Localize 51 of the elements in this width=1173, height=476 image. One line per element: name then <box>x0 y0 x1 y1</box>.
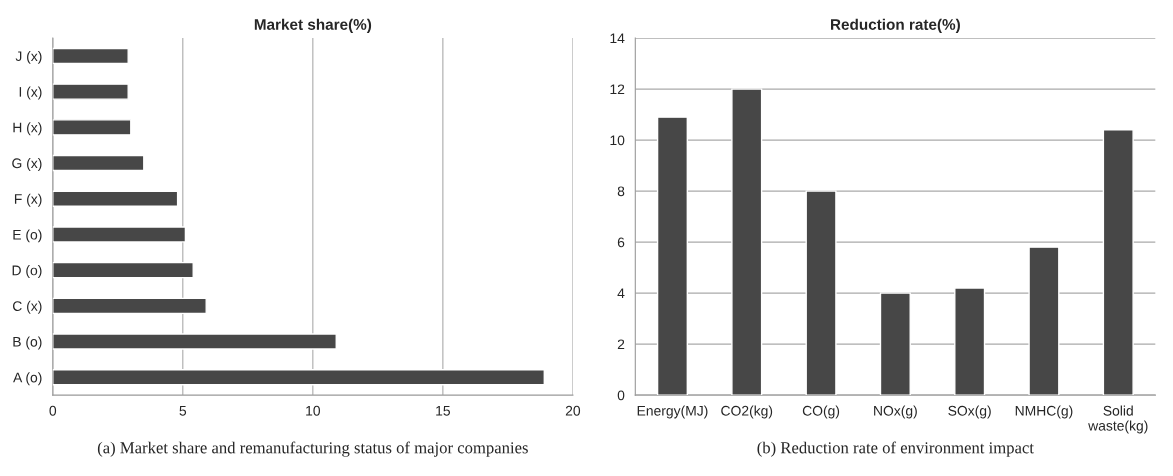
x-tick-label: NOx(g) <box>874 405 917 419</box>
x-tick-label: Solid waste(kg) <box>1088 405 1148 434</box>
y-tick-label: F (x) <box>14 193 42 207</box>
x-tick-label: Energy(MJ) <box>637 405 708 419</box>
chart-title: Market share(%) <box>254 18 372 33</box>
y-tick-label: 10 <box>610 135 625 146</box>
bar <box>52 119 132 136</box>
x-tick-label: 0 <box>49 405 57 416</box>
bar <box>52 154 145 172</box>
x-tick-label: 20 <box>565 405 581 416</box>
y-tick-label: 12 <box>610 84 625 95</box>
bar <box>52 369 545 386</box>
text: (b) Reduction rate of environment impact <box>757 441 1034 457</box>
y-tick-label: J (x) <box>15 50 42 64</box>
y-tick-label: C (x) <box>12 300 42 314</box>
bar <box>52 47 129 65</box>
bar <box>52 333 337 350</box>
bar <box>731 88 763 396</box>
x-tick-label: 10 <box>306 405 321 416</box>
x-tick-label: 5 <box>179 406 187 416</box>
y-tick-label: I (x) <box>19 86 42 100</box>
bar <box>52 261 194 279</box>
y-tick-label: B (o) <box>13 336 42 350</box>
bar <box>1028 246 1060 396</box>
y-tick-label: E (o) <box>13 229 42 243</box>
text: (a) Market share and remanufacturing status of major companies <box>97 441 528 457</box>
bar <box>805 190 837 396</box>
bar <box>879 292 911 396</box>
y-tick-label: H (x) <box>13 122 42 136</box>
bar <box>1102 129 1134 396</box>
y-tick-label: 14 <box>610 33 625 44</box>
y-tick-label: D (o) <box>12 265 42 279</box>
bar <box>954 287 986 396</box>
x-tick-label: NMHC(g) <box>1015 405 1073 419</box>
y-tick-label: 4 <box>617 288 625 299</box>
bar <box>52 226 187 243</box>
bar <box>52 297 207 315</box>
chart-title: Reduction rate(%) <box>831 18 960 33</box>
x-tick-label: 15 <box>436 406 451 416</box>
x-tick-label: SOx(g) <box>948 405 991 419</box>
y-tick-label: G (x) <box>12 158 42 171</box>
x-tick-label: CO(g) <box>802 405 840 419</box>
y-tick-label: A (o) <box>13 372 42 386</box>
x-tick-label: CO2(kg) <box>721 405 773 419</box>
y-tick-label: 6 <box>617 237 625 248</box>
y-tick-label: 0 <box>617 390 625 401</box>
y-tick-label: 8 <box>617 186 625 197</box>
y-tick-label: 2 <box>617 339 625 350</box>
bar <box>52 83 129 100</box>
bar <box>656 116 689 396</box>
bar <box>52 190 179 207</box>
